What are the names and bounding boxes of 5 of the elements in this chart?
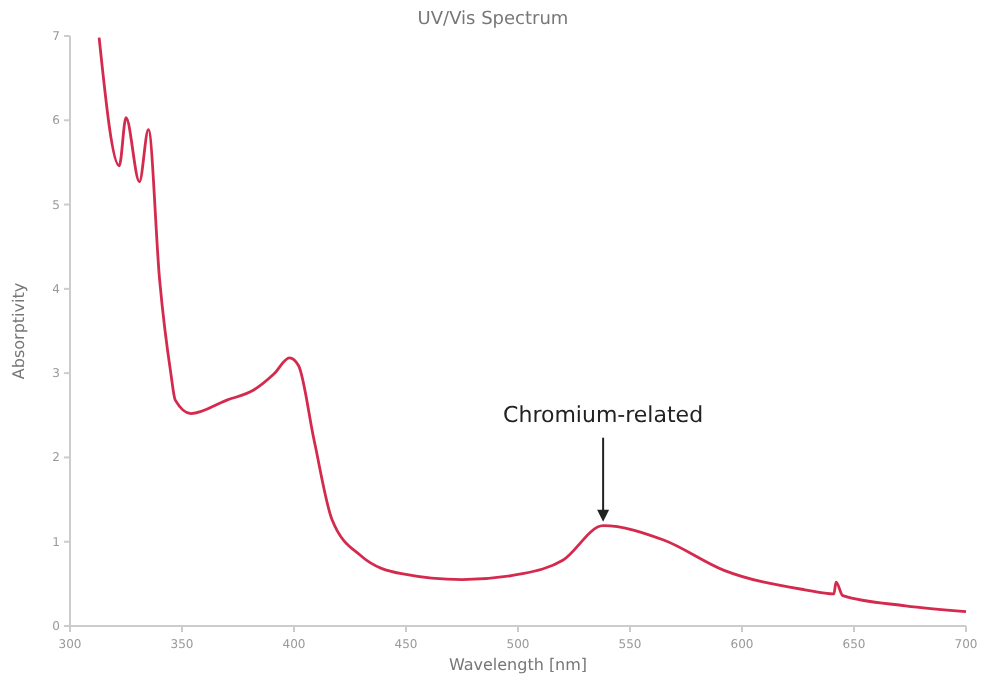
chart-title: UV/Vis Spectrum (417, 10, 569, 30)
y-axis-title: Absorptivity (10, 282, 28, 380)
line-series (97, 36, 968, 614)
annotation: Chromium-related (503, 401, 704, 428)
x-axis-title: Wavelength [nm] (448, 656, 588, 674)
